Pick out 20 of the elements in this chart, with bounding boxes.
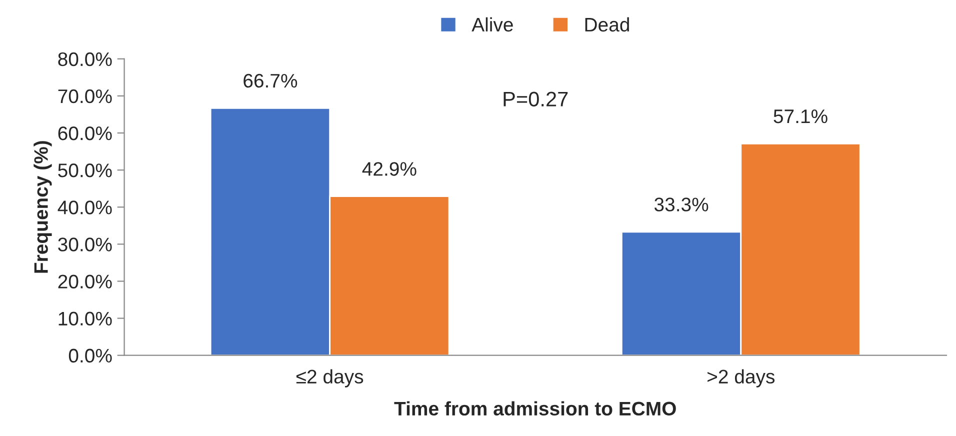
y-tick-label: 10.0%	[58, 312, 112, 326]
annotation: P=0.27	[504, 92, 568, 106]
x-axis-title: Time from admission to ECMO	[394, 401, 676, 416]
x-tick-label: ≤2 days	[296, 369, 364, 388]
legend-label: Alive	[472, 17, 513, 32]
y-tick-label: 60.0%	[58, 126, 112, 140]
y-tick-label: 80.0%	[58, 52, 112, 66]
legend-label: Dead	[585, 17, 629, 32]
y-tick-label: 30.0%	[58, 238, 112, 252]
y-tick-label: 50.0%	[58, 164, 112, 178]
x-tick-label: >2 days	[708, 369, 775, 388]
data-label: 57.1%	[774, 110, 828, 124]
data-label: 66.7%	[244, 74, 298, 88]
y-tick-label: 40.0%	[58, 200, 112, 214]
y-axis-title: Frequency (%)	[34, 141, 52, 273]
data-label: 42.9%	[362, 162, 416, 176]
y-tick-label: 0.0%	[68, 348, 112, 363]
y-tick-label: 20.0%	[58, 274, 112, 288]
data-label: 33.3%	[654, 198, 708, 212]
y-tick-label: 70.0%	[58, 89, 112, 104]
